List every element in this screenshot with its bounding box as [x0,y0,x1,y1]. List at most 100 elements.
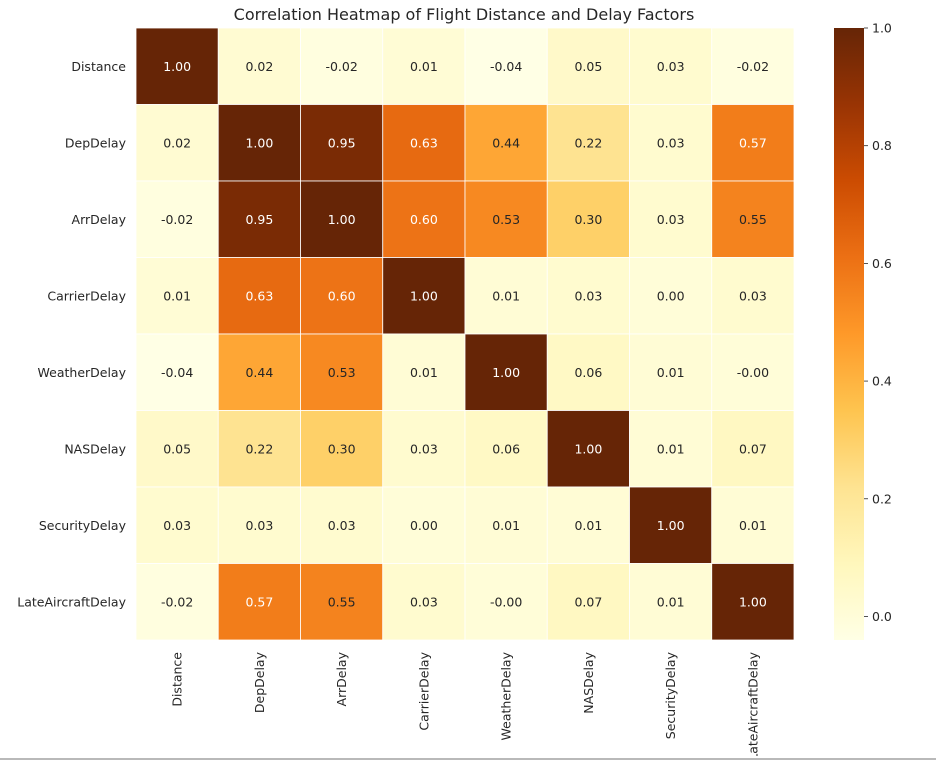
y-tick-label-5: NASDelay [64,441,126,456]
heatmap-cell-r4-c5 [546,333,630,411]
cell-value-label-r5-c5: 1.00 [574,441,602,456]
y-tick-label-4: WeatherDelay [38,365,127,380]
cell-value-label-r6-c6: 1.00 [657,518,685,533]
x-tick-label-5: NASDelay [581,651,596,713]
cell-value-label-r1-c3: 0.63 [410,135,438,150]
cell-value-label-r0-c6: 0.03 [657,59,685,74]
x-tick-label-3: CarrierDelay [416,651,431,730]
heatmap-cell-r0-c0 [135,27,219,105]
x-tick-label-0: Distance [170,652,185,707]
heatmap-cell-r4-c2 [300,333,384,411]
y-tick-label-7: LateAircraftDelay [17,594,126,609]
heatmap-cell-r5-c1 [217,410,301,488]
cell-value-label-r4-c3: 0.01 [410,365,438,380]
cell-value-label-r2-c5: 0.30 [574,212,602,227]
x-axis-tick-labels: Distance DepDelay ArrDelay CarrierDelay Weat… [170,651,761,760]
heatmap-cell-r3-c3 [382,257,466,335]
cell-value-label-r7-c6: 0.01 [657,594,685,609]
y-tick-label-6: SecurityDelay [39,518,127,533]
heatmap-cell-r2-c3 [382,180,466,258]
colorbar-tick-label-5: 1.0 [872,21,892,36]
heatmap-cell-r2-c1 [217,180,301,258]
x-tick-label-4: WeatherDelay [499,651,514,740]
cell-value-label-r2-c1: 0.95 [245,212,273,227]
cell-value-label-r0-c0: 1.00 [163,59,191,74]
y-axis-tick-labels: Distance DepDelay ArrDelay CarrierDelay Weat… [17,59,126,610]
cell-value-label-r1-c5: 0.22 [574,135,602,150]
heatmap-cell-r1-c3 [382,104,466,182]
heatmap-cell-r7-c4 [464,563,548,641]
heatmap-cell-r7-c0 [135,563,219,641]
cell-value-label-r3-c6: 0.00 [657,288,685,303]
cell-value-label-r7-c2: 0.55 [328,594,356,609]
cell-value-label-r6-c7: 0.01 [739,518,767,533]
cell-value-label-r3-c7: 0.03 [739,288,767,303]
colorbar-tick-label-1: 0.2 [872,491,892,506]
cell-value-label-r7-c3: 0.03 [410,594,438,609]
cell-value-label-r5-c4: 0.06 [492,441,520,456]
heatmap-cell-r4-c3 [382,333,466,411]
heatmap-cell-r3-c4 [464,257,548,335]
y-tick-label-3: CarrierDelay [47,288,126,303]
heatmap-cell-r6-c6 [629,486,713,564]
cell-value-label-r3-c5: 0.03 [574,288,602,303]
cell-value-label-r2-c7: 0.55 [739,212,767,227]
heatmap-cell-r0-c3 [382,27,466,105]
cell-value-label-r6-c0: 0.03 [163,518,191,533]
cell-value-label-r6-c1: 0.03 [245,518,273,533]
cell-value-label-r5-c6: 0.01 [657,441,685,456]
cell-value-label-r6-c3: 0.00 [410,518,438,533]
heatmap-cell-r7-c1 [217,563,301,641]
heatmap-cell-r4-c4 [464,333,548,411]
cell-value-label-r1-c4: 0.44 [492,135,520,150]
cell-value-label-r5-c0: 0.05 [163,441,191,456]
cell-value-label-r7-c1: 0.57 [245,594,273,609]
cell-value-label-r5-c1: 0.22 [245,441,273,456]
cell-value-label-r4-c5: 0.06 [574,365,602,380]
cell-value-label-r3-c1: 0.63 [245,288,273,303]
cell-value-label-r4-c4: 1.00 [492,365,520,380]
heatmap-cell-r0-c7 [711,27,795,105]
cell-value-label-r5-c3: 0.03 [410,441,438,456]
heatmap-cell-r5-c7 [711,410,795,488]
cell-value-label-r7-c7: 1.00 [739,594,767,609]
colorbar-ticks: 0.0 0.2 0.4 0.6 0.8 1.0 [864,21,892,624]
cell-value-label-r3-c4: 0.01 [492,288,520,303]
heatmap-cell-r0-c1 [217,27,301,105]
cell-value-label-r7-c4: -0.00 [490,594,522,609]
cell-value-label-r0-c3: 0.01 [410,59,438,74]
heatmap-cell-r0-c5 [546,27,630,105]
x-tick-label-1: DepDelay [252,651,267,713]
cell-value-label-r1-c6: 0.03 [657,135,685,150]
colorbar [834,28,864,640]
heatmap-cells [135,27,795,641]
cell-value-label-r7-c0: -0.02 [161,594,193,609]
heatmap-cell-labels: 1.00 0.02 -0.02 0.01 -0.04 0.05 0.03 -0.02 0.02 1… [161,59,769,610]
cell-value-label-r2-c2: 1.00 [328,212,356,227]
heatmap-cell-r1-c1 [217,104,301,182]
cell-value-label-r4-c7: -0.00 [737,365,769,380]
cell-value-label-r2-c6: 0.03 [657,212,685,227]
heatmap-cell-r1-c5 [546,104,630,182]
cell-value-label-r1-c2: 0.95 [328,135,356,150]
heatmap-cell-r0-c2 [300,27,384,105]
cell-value-label-r0-c1: 0.02 [245,59,273,74]
colorbar-tick-label-2: 0.4 [872,374,892,389]
heatmap-cell-r4-c7 [711,333,795,411]
cell-value-label-r0-c2: -0.02 [325,59,357,74]
window-bottom-edge [0,758,936,760]
colorbar-tick-label-3: 0.6 [872,256,892,271]
cell-value-label-r4-c2: 0.53 [328,365,356,380]
cell-value-label-r4-c0: -0.04 [161,365,193,380]
cell-value-label-r2-c3: 0.60 [410,212,438,227]
heatmap-cell-r7-c2 [300,563,384,641]
heatmap-cell-r2-c0 [135,180,219,258]
cell-value-label-r7-c5: 0.07 [574,594,602,609]
heatmap-cell-r2-c4 [464,180,548,258]
heatmap-cell-r6-c4 [464,486,548,564]
heatmap-cell-r2-c6 [629,180,713,258]
heatmap-cell-r5-c4 [464,410,548,488]
heatmap-cell-r2-c2 [300,180,384,258]
heatmap-cell-r4-c6 [629,333,713,411]
